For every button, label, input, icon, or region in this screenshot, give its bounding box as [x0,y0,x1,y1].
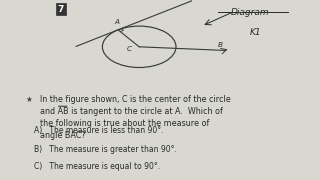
Text: C: C [127,46,132,52]
Text: In the figure shown, C is the center of the circle: In the figure shown, C is the center of … [40,94,231,103]
Text: A)   The measure is less than 90°.: A) The measure is less than 90°. [34,126,163,135]
Text: 7: 7 [58,4,64,14]
Text: C)   The measure is equal to 90°.: C) The measure is equal to 90°. [34,162,160,171]
Text: the following is true about the measure of: the following is true about the measure … [40,119,209,128]
Text: angle BAC?: angle BAC? [40,131,86,140]
Text: K1: K1 [250,28,262,37]
Text: Diagram: Diagram [230,8,269,17]
Text: B)   The measure is greater than 90°.: B) The measure is greater than 90°. [34,145,176,154]
Text: ★: ★ [26,94,32,103]
Text: B: B [218,42,223,48]
Text: and AB is tangent to the circle at A.  Which of: and AB is tangent to the circle at A. Wh… [40,107,223,116]
Text: A: A [114,19,119,25]
